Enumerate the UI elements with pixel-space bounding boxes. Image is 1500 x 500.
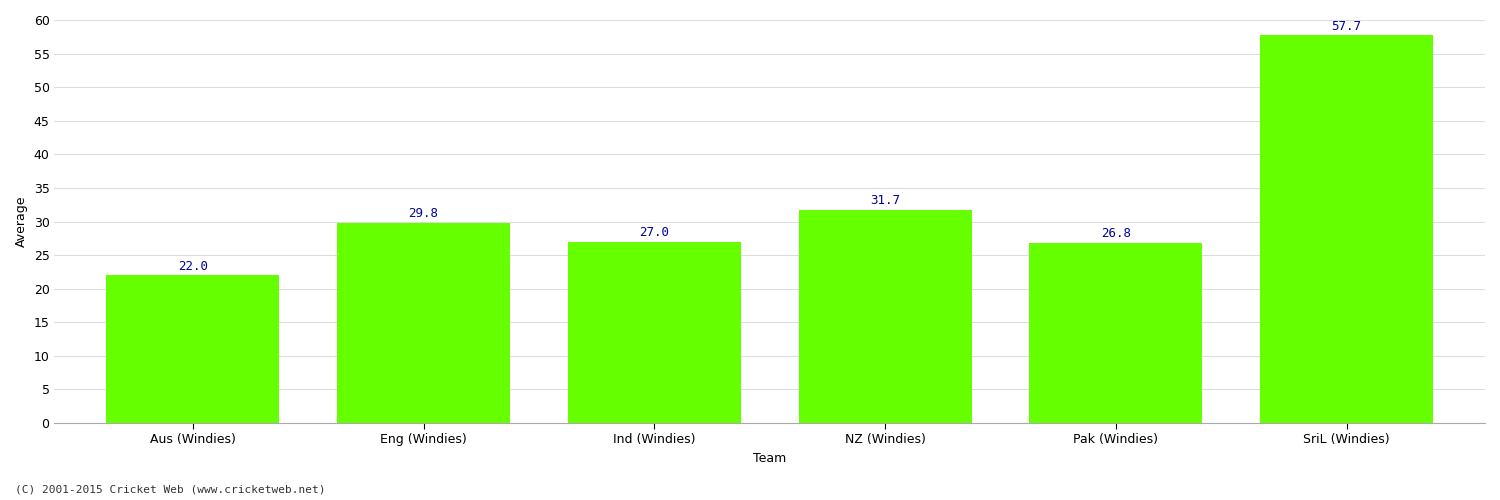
Bar xyxy=(1260,36,1432,423)
Text: 57.7: 57.7 xyxy=(1332,20,1362,33)
Text: 22.0: 22.0 xyxy=(178,260,209,272)
Text: 31.7: 31.7 xyxy=(870,194,900,207)
Text: (C) 2001-2015 Cricket Web (www.cricketweb.net): (C) 2001-2015 Cricket Web (www.cricketwe… xyxy=(15,485,326,495)
Text: 26.8: 26.8 xyxy=(1101,228,1131,240)
Bar xyxy=(568,242,741,423)
Bar xyxy=(106,276,279,423)
Bar xyxy=(1029,243,1203,423)
Bar xyxy=(338,223,510,423)
Y-axis label: Average: Average xyxy=(15,196,28,248)
Text: 29.8: 29.8 xyxy=(408,207,438,220)
Text: 27.0: 27.0 xyxy=(639,226,669,239)
Bar xyxy=(798,210,972,423)
X-axis label: Team: Team xyxy=(753,452,786,465)
